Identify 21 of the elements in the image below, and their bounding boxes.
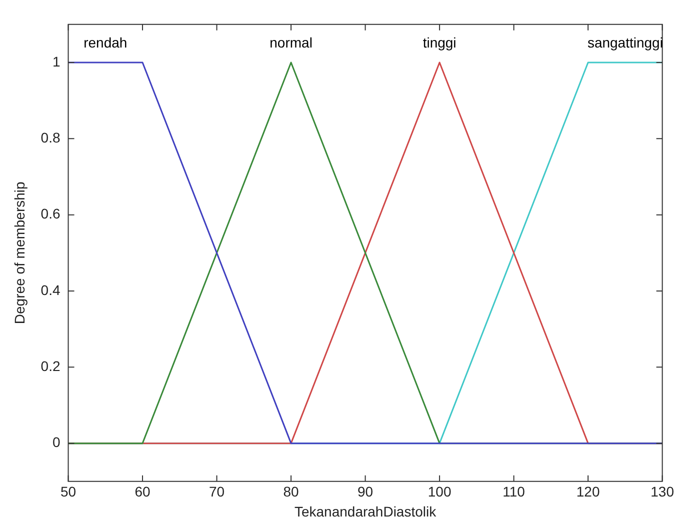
series-label: sangattinggi xyxy=(587,34,663,50)
y-tick-label: 0.2 xyxy=(40,358,60,374)
series-label: tinggi xyxy=(422,34,456,50)
x-axis-title: TekanandarahDiastolik xyxy=(294,503,438,520)
x-tick-label: 90 xyxy=(358,484,374,500)
y-tick-label: 0.8 xyxy=(40,130,60,146)
series-label: normal xyxy=(270,34,312,50)
x-tick-label: 120 xyxy=(576,484,600,500)
y-tick-label: 0 xyxy=(52,434,60,450)
x-tick-label: 50 xyxy=(60,484,76,500)
y-tick-label: 1 xyxy=(52,53,60,70)
y-axis-title: Degree of membership xyxy=(11,181,28,324)
x-tick-label: 80 xyxy=(283,484,300,500)
x-tick-label: 70 xyxy=(208,484,225,500)
x-tick-label: 130 xyxy=(650,484,674,500)
y-tick-label: 0.6 xyxy=(40,206,60,222)
y-tick-label: 0.4 xyxy=(40,282,60,298)
series-label: rendah xyxy=(84,34,128,50)
x-tick-label: 60 xyxy=(134,484,151,500)
x-tick-label: 100 xyxy=(428,484,452,500)
x-tick-label: 110 xyxy=(502,484,526,500)
